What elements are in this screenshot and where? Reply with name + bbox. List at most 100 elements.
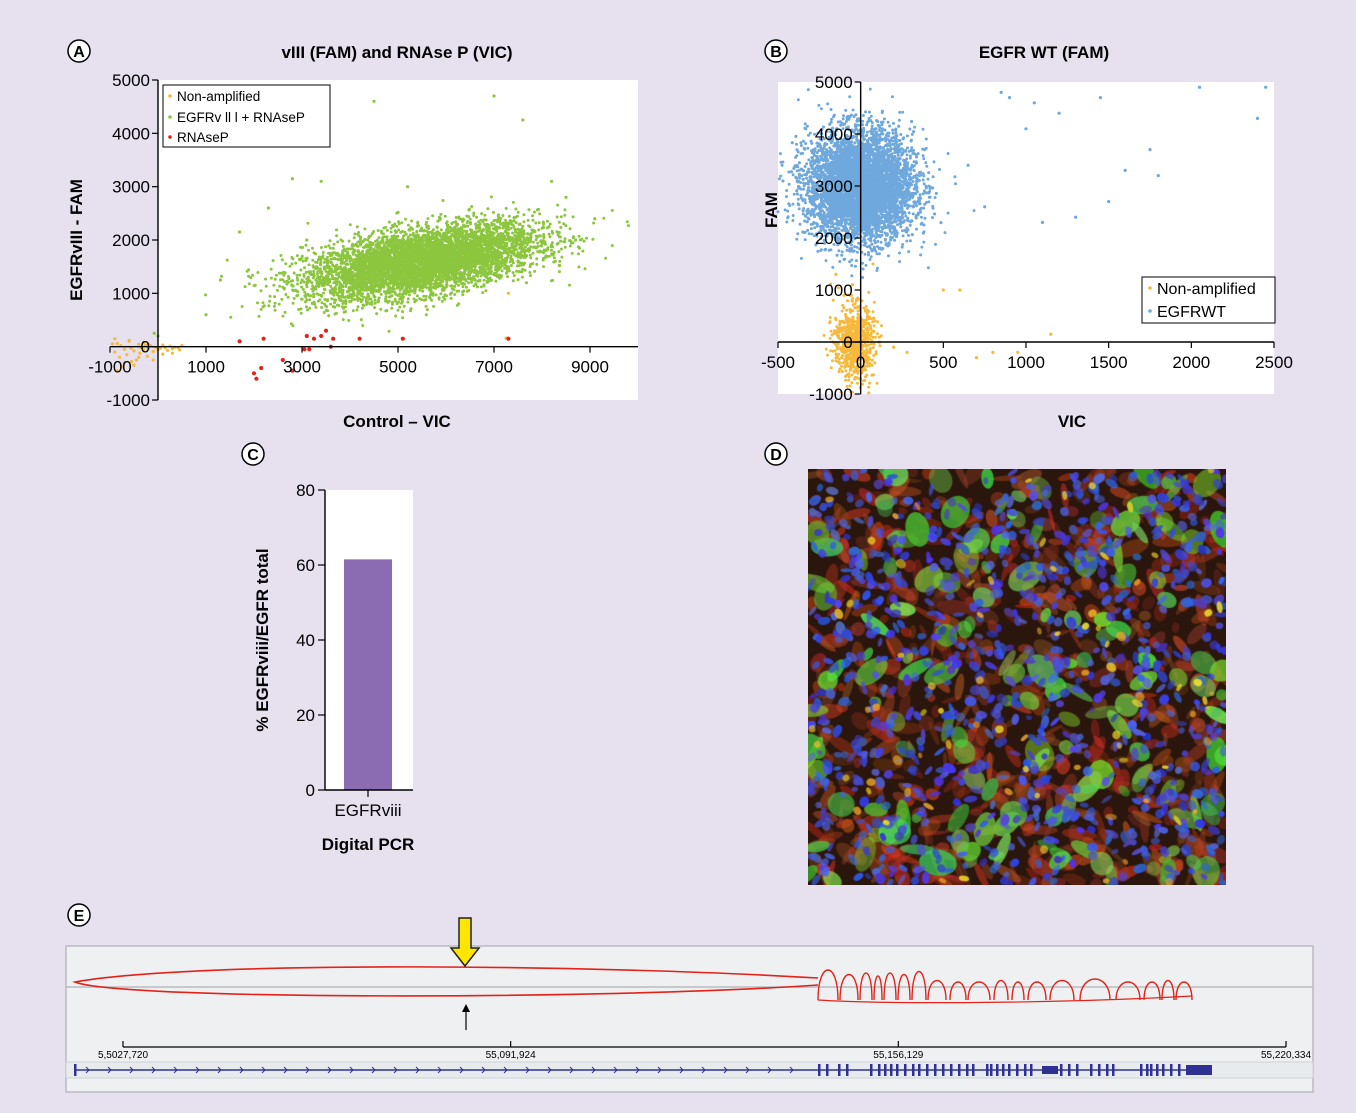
y-axis-label-a: EGFRvIII - FAM (67, 179, 86, 301)
data-point (454, 220, 458, 224)
data-point (269, 267, 273, 271)
data-point (401, 316, 405, 320)
data-point (559, 226, 563, 229)
data-point (301, 288, 305, 291)
data-point (499, 259, 503, 263)
data-point (292, 271, 296, 275)
data-point (384, 246, 388, 250)
data-point (286, 295, 290, 299)
data-point (522, 213, 526, 217)
data-point (317, 255, 321, 259)
data-point (479, 218, 483, 222)
data-point (571, 215, 575, 219)
data-point (350, 266, 354, 270)
data-point (542, 222, 546, 226)
data-point (355, 308, 359, 312)
data-point (518, 222, 522, 226)
panel-letter-e: E (67, 903, 91, 927)
data-point (448, 225, 452, 229)
data-point (264, 284, 268, 288)
data-point (295, 254, 299, 258)
data-point (445, 224, 449, 227)
data-point (551, 278, 555, 282)
data-point (358, 252, 362, 256)
data-point (415, 229, 419, 233)
data-point (376, 229, 380, 233)
data-point (339, 238, 343, 242)
data-point (513, 234, 517, 237)
data-point (281, 285, 285, 289)
data-point (521, 230, 525, 234)
data-point (558, 235, 562, 239)
data-point (333, 305, 337, 309)
data-point (338, 266, 342, 270)
data-point (220, 274, 223, 278)
data-point (334, 257, 338, 261)
data-point (409, 309, 412, 313)
data-point (322, 276, 326, 280)
data-point (307, 248, 310, 252)
data-point (413, 300, 417, 304)
data-point (451, 255, 455, 259)
data-point (516, 210, 520, 214)
data-point (516, 253, 520, 257)
data-point (329, 257, 333, 261)
data-point (120, 365, 124, 369)
data-point (399, 276, 403, 280)
data-point (511, 200, 515, 204)
data-point (335, 273, 338, 277)
data-point (489, 259, 493, 263)
data-point (467, 270, 471, 274)
data-point (375, 281, 379, 285)
data-point (113, 337, 117, 341)
data-point (547, 225, 551, 229)
data-point (282, 270, 285, 274)
data-point (281, 314, 285, 318)
data-point (528, 225, 532, 229)
data-point (336, 240, 340, 244)
data-point (356, 305, 360, 309)
data-point (421, 275, 425, 279)
data-point (344, 262, 348, 266)
data-point (439, 212, 443, 216)
data-point (306, 308, 309, 312)
data-point (558, 264, 562, 267)
data-point (302, 280, 306, 284)
data-point (412, 297, 416, 301)
data-point (451, 229, 455, 233)
data-point (541, 225, 545, 229)
data-point (559, 215, 563, 219)
data-point (397, 300, 400, 304)
data-point (426, 217, 430, 221)
data-point (480, 212, 484, 216)
data-point (523, 261, 527, 265)
data-point (277, 271, 281, 275)
data-point (402, 304, 406, 308)
data-point (110, 342, 114, 346)
data-point (334, 311, 338, 315)
data-point (356, 272, 359, 276)
data-point (327, 244, 331, 248)
data-point (507, 267, 511, 271)
data-point (484, 218, 488, 222)
data-point (512, 225, 516, 229)
data-point (396, 308, 400, 312)
data-point (275, 288, 279, 292)
data-point (372, 230, 376, 233)
data-point (361, 324, 365, 327)
data-point (310, 287, 314, 291)
data-point (552, 260, 556, 264)
data-point (438, 267, 441, 270)
data-point (523, 251, 527, 255)
data-point (283, 310, 287, 314)
data-point (319, 246, 323, 249)
data-point (493, 218, 497, 222)
data-point (303, 290, 307, 294)
data-point (464, 285, 468, 289)
data-point (291, 301, 295, 305)
data-point (346, 277, 350, 281)
data-point (381, 232, 385, 236)
data-point (273, 301, 277, 305)
data-point (377, 290, 381, 294)
data-point (337, 275, 341, 278)
